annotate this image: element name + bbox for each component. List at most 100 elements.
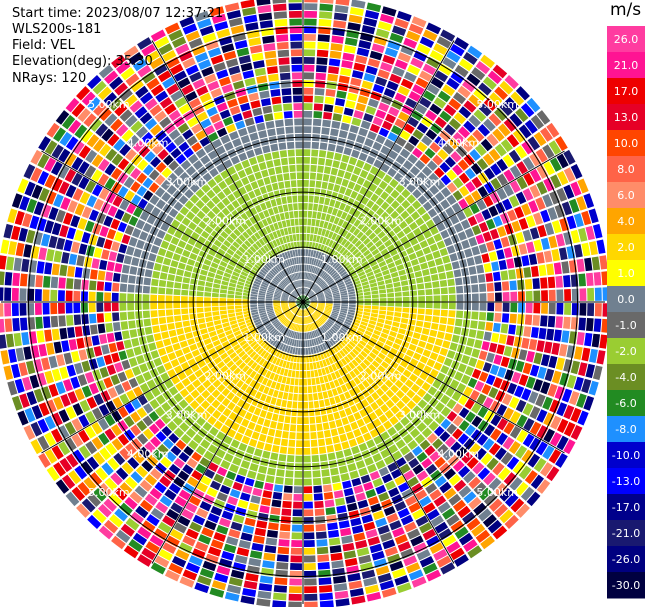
colorbar-swatch [607, 520, 645, 547]
radar-gate [194, 52, 209, 63]
radar-gate [266, 324, 274, 331]
radar-gate [396, 10, 412, 22]
radar-gate [250, 296, 258, 300]
radar-gate [229, 105, 241, 116]
radar-gate [272, 491, 283, 500]
radar-gate [340, 290, 348, 294]
radar-gate [269, 316, 277, 321]
radar-gate [260, 268, 268, 275]
radar-gate [130, 167, 142, 180]
radar-gate [390, 210, 400, 220]
radar-gate [400, 416, 410, 427]
radar-gate [429, 103, 442, 115]
radar-gate [218, 180, 228, 190]
radar-gate [422, 528, 437, 541]
radar-gate [198, 346, 207, 354]
radar-gate [72, 140, 85, 155]
radar-gate [288, 586, 302, 594]
radar-gate [83, 336, 93, 348]
radar-gate [93, 198, 104, 211]
radar-gate [262, 266, 269, 273]
radar-gate [515, 399, 527, 413]
radar-gate [253, 223, 261, 231]
radar-gate [265, 225, 272, 234]
radar-gate [425, 295, 433, 302]
radar-gate [77, 374, 88, 387]
radar-gate [306, 332, 309, 340]
radar-gate [179, 388, 190, 398]
radar-gate [251, 197, 259, 206]
radar-gate [210, 365, 220, 374]
radar-gate [455, 285, 464, 294]
radar-gate [216, 28, 231, 39]
radar-gate [430, 322, 439, 331]
radar-gate [375, 565, 390, 576]
radar-gate [110, 218, 121, 230]
radar-gate [488, 387, 499, 399]
radar-gate [112, 272, 121, 282]
radar-gate [293, 501, 303, 509]
radar-gate [355, 460, 366, 469]
radar-gate [146, 454, 159, 467]
radar-gate [488, 498, 503, 512]
radar-gate [316, 337, 322, 345]
radar-gate [141, 520, 156, 533]
radar-gate [214, 572, 229, 583]
radar-gate [142, 310, 151, 319]
radar-gate [454, 526, 469, 540]
radar-gate [328, 339, 334, 347]
radar-gate [240, 0, 255, 9]
radar-gate [261, 317, 269, 323]
radar-gate [464, 424, 476, 437]
radar-gate [377, 524, 390, 535]
radar-gate [335, 98, 346, 107]
radar-gate [226, 382, 235, 391]
radar-gate [543, 341, 553, 354]
radar-gate [309, 265, 313, 273]
radar-gate [19, 196, 30, 211]
radar-gate [139, 231, 149, 241]
radar-gate [415, 277, 424, 284]
radar-gate [332, 113, 343, 122]
radar-gate [137, 159, 149, 171]
radar-gate [185, 502, 198, 514]
radar-gate [538, 327, 547, 340]
radar-gate [585, 225, 596, 241]
radar-gate [439, 110, 452, 123]
radar-gate [323, 111, 333, 120]
radar-gate [415, 346, 424, 355]
radar-gate [265, 302, 273, 304]
radar-gate [344, 204, 352, 213]
radar-gate [439, 481, 452, 494]
radar-gate [371, 203, 380, 213]
radar-gate [408, 135, 420, 147]
radar-gate [361, 398, 370, 408]
radar-gate [577, 410, 589, 426]
radar-gate [361, 370, 369, 379]
radar-gate [233, 330, 242, 337]
radar-gate [394, 307, 402, 312]
radar-gate [286, 400, 293, 408]
radar-gate [89, 118, 103, 132]
radar-gate [410, 296, 418, 302]
radar-gate [356, 418, 365, 428]
radar-gate [533, 212, 543, 226]
radar-gate [424, 315, 432, 322]
radar-gate [425, 308, 433, 316]
radar-gate [476, 330, 485, 340]
radar-gate [364, 330, 373, 337]
radar-gate [473, 88, 487, 102]
radar-gate [283, 227, 289, 236]
colorbar-swatch [607, 52, 645, 79]
radar-gate [281, 88, 292, 96]
radar-gate [412, 332, 421, 340]
radar-gate [260, 314, 268, 319]
radar-gate [228, 282, 237, 288]
radar-gate [428, 420, 439, 432]
radar-gate [282, 308, 290, 312]
radar-gate [487, 292, 495, 302]
radar-gate [354, 265, 362, 272]
radar-gate [141, 460, 154, 473]
radar-gate [332, 308, 340, 312]
radar-gate [260, 349, 267, 358]
